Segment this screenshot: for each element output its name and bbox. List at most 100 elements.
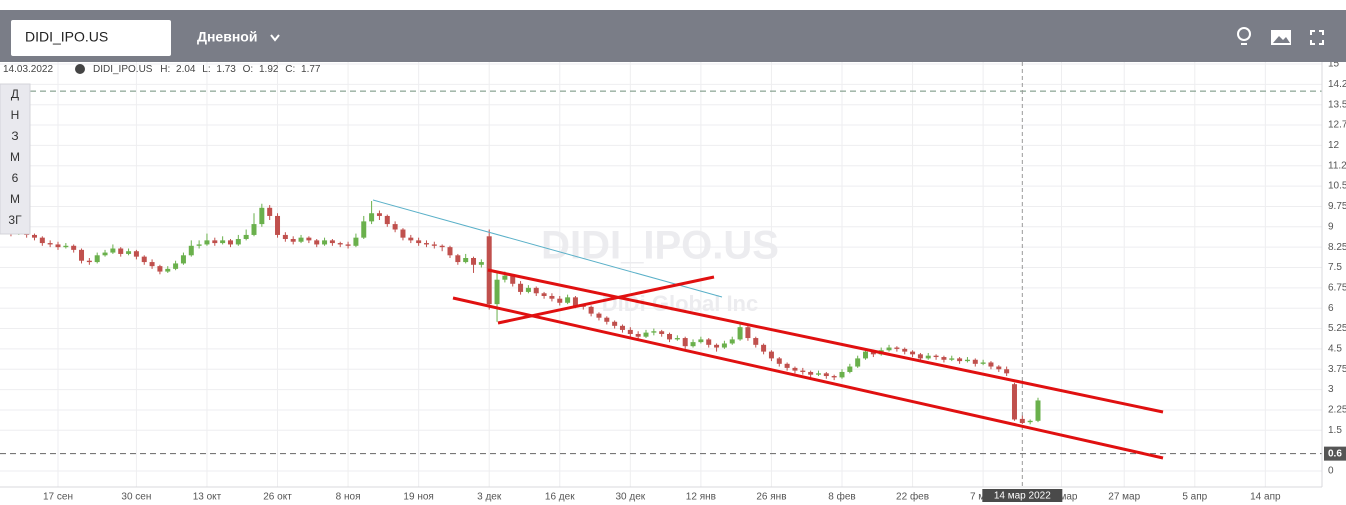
ohlc-label: L: (202, 64, 210, 75)
candle-body (463, 258, 469, 263)
x-tick-label: 26 янв (756, 492, 786, 503)
candle-body (188, 245, 194, 256)
candle-body (196, 244, 202, 246)
fullscreen-button[interactable] (1310, 30, 1324, 45)
candle-body (737, 327, 743, 340)
y-tick-label: 12 (1328, 140, 1340, 151)
candle-body (635, 333, 641, 337)
candle-body (86, 260, 92, 263)
symbol-text: DIDI_IPO.US (25, 29, 108, 45)
interval-select[interactable]: Дневной (197, 29, 257, 45)
candle-body (894, 347, 900, 349)
candle-body (1004, 369, 1010, 374)
candle-body (39, 237, 45, 244)
toolbar-bg (0, 10, 1346, 62)
period-button[interactable]: М (10, 192, 20, 206)
x-tick-label: 3 дек (477, 492, 502, 503)
candle-body (674, 338, 680, 340)
candle-body (612, 321, 618, 326)
period-button[interactable]: Д (11, 87, 19, 101)
period-button[interactable]: Н (11, 108, 20, 122)
ohlc-value: 1.92 (259, 64, 279, 75)
image-icon-mountain (1273, 36, 1290, 43)
channel-bottom[interactable] (452, 296, 1164, 460)
candle-body (651, 331, 657, 333)
y-tick-label: 1.5 (1328, 425, 1342, 436)
legend-text: DIDI_IPO.US H: 2.04 L: 1.73 O: 1.92 C: 1… (93, 64, 321, 75)
candle-body (863, 351, 869, 359)
candle-body (71, 245, 77, 250)
candle-body (353, 237, 359, 246)
candle-body (815, 373, 821, 375)
y-tick-label: 9 (1328, 221, 1334, 232)
candle-body (761, 344, 767, 352)
ohlc-label: O: (243, 64, 254, 75)
period-button[interactable]: 6 (12, 171, 19, 185)
cross-line[interactable] (497, 275, 715, 325)
candle-body (643, 332, 649, 337)
candle-body (525, 287, 531, 292)
candle-body (447, 247, 453, 256)
x-tick-label: 8 фев (828, 491, 855, 503)
axes: 0 1.5 2.25 3 3.75 4.5 5.25 6 6.75 7.5 8.25 9 9.75 10.… (0, 59, 1346, 503)
ohlc-value: 2.04 (176, 64, 196, 75)
candle-body (565, 297, 571, 303)
candle-body (682, 338, 688, 347)
idea-button[interactable] (1237, 27, 1251, 45)
candle-body (423, 243, 429, 245)
candle-body (439, 245, 445, 248)
candle-body (173, 263, 179, 269)
candle-body (690, 342, 696, 347)
candle-body (917, 354, 923, 359)
candle-body (714, 344, 720, 348)
candle-body (941, 357, 947, 360)
y-tick-label: 11.2 (1328, 160, 1346, 171)
plot (8, 201, 1041, 425)
candle-body (165, 268, 171, 272)
y-tick-label: 3 (1328, 384, 1334, 395)
candle-body (337, 243, 343, 245)
candle-body (392, 224, 398, 230)
candle-body (855, 358, 861, 367)
crosshair-label-bg (982, 489, 1063, 502)
period-button[interactable]: 3Г (8, 213, 22, 227)
channel-top[interactable] (487, 268, 1164, 414)
info-line: 14.03.2022 DIDI_IPO.US H: 2.04 L: 1.73 O… (3, 64, 321, 75)
candle-body (957, 358, 963, 362)
candle-body (823, 373, 829, 377)
candle-body (251, 224, 257, 235)
period-button[interactable]: М (10, 150, 20, 164)
trend-line[interactable] (372, 199, 723, 298)
candle-body (275, 215, 281, 235)
candle-body (533, 287, 539, 294)
chevron[interactable] (270, 34, 280, 42)
candle-body (94, 255, 100, 263)
symbol-input[interactable] (11, 20, 171, 56)
candle-body (369, 213, 375, 222)
candle-body (768, 351, 774, 359)
y-tick-label: 5.25 (1328, 323, 1346, 334)
y-tick-label: 9.75 (1328, 201, 1346, 212)
x-tick-label: 30 сен (121, 492, 151, 503)
watermark-title: DIDI_IPO.US (541, 224, 779, 268)
candle-body (180, 255, 186, 264)
candle-body (557, 298, 563, 303)
candle-body (980, 362, 986, 364)
candle-body (329, 240, 335, 244)
x-tick-label: 30 дек (615, 492, 645, 503)
y-tick-label: 14.2 (1328, 79, 1346, 90)
candle-body (31, 234, 37, 238)
candle-body (141, 256, 147, 263)
candle-body (1011, 384, 1017, 420)
candle-body (471, 258, 477, 265)
screenshot-button[interactable] (1271, 30, 1291, 45)
candle-body (619, 325, 625, 330)
candle-body (510, 275, 516, 284)
symbol-dot (75, 64, 85, 74)
symbol: DIDI_IPO.US (93, 64, 153, 75)
candle-body (314, 240, 320, 245)
period-button[interactable]: З (11, 129, 18, 143)
